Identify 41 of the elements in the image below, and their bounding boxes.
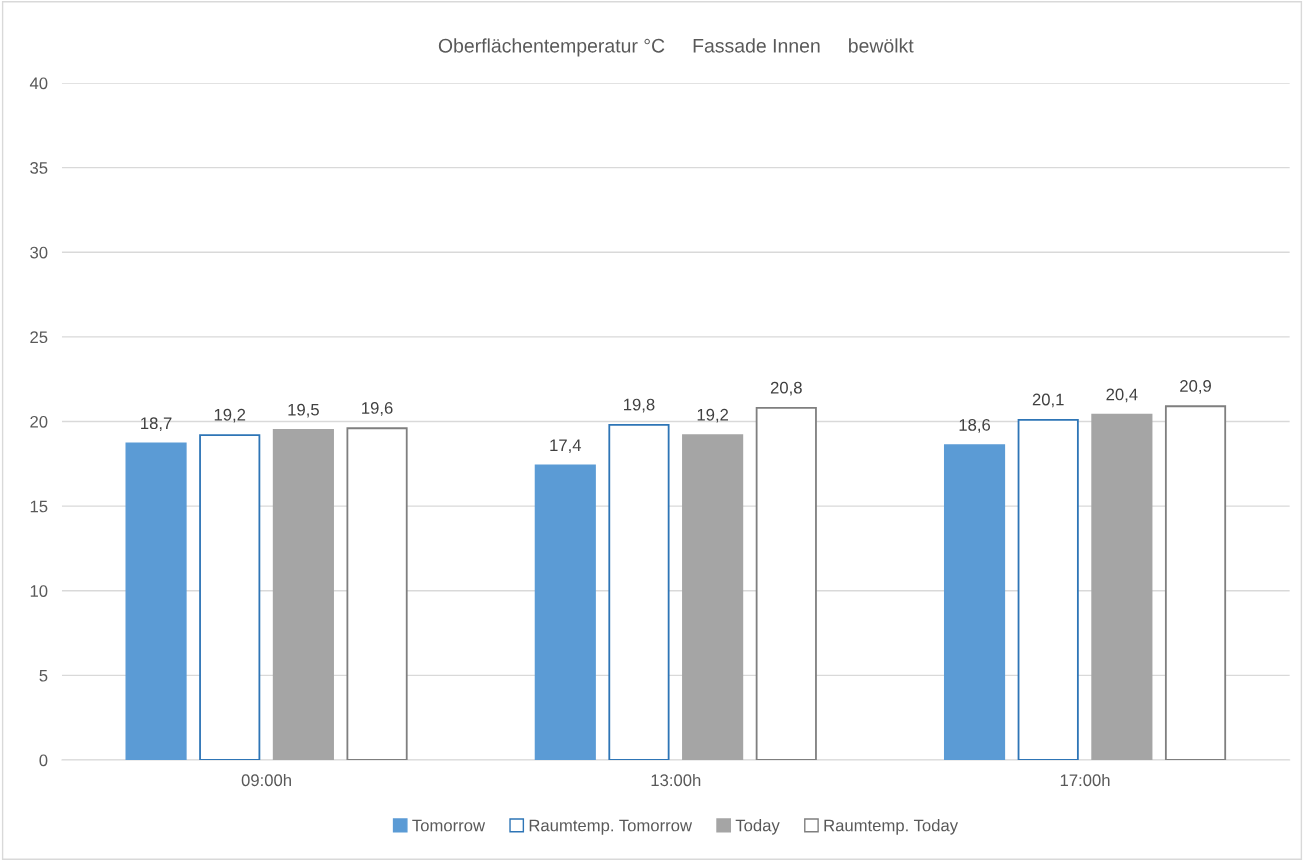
bar xyxy=(682,434,744,760)
data-label: 19,5 xyxy=(288,403,319,418)
legend-label: Raumtemp. Today xyxy=(824,819,959,835)
data-label: 20,1 xyxy=(1032,393,1064,408)
legend-label: Tomorrow xyxy=(412,819,486,832)
data-label: 19,2 xyxy=(214,408,246,423)
y-tick-label: 25 xyxy=(30,331,48,344)
chart-title: Oberflächentemperatur °C Fassade Innen bewölkt xyxy=(438,38,914,57)
x-tick-label: 17:00h xyxy=(1060,773,1110,787)
bar xyxy=(608,423,670,760)
bar xyxy=(943,444,1006,760)
bar xyxy=(1017,418,1079,760)
y-tick-label: 40 xyxy=(29,77,48,90)
data-label: 20,9 xyxy=(1180,380,1211,394)
y-tick-label: 20 xyxy=(30,415,48,428)
x-tick-label: 09:00h xyxy=(241,773,291,787)
legend-label: Today xyxy=(735,819,780,835)
data-label: 18,6 xyxy=(959,418,991,433)
bar xyxy=(272,429,334,760)
data-label: 20,8 xyxy=(770,381,802,396)
data-label: 17,4 xyxy=(550,439,582,454)
bar xyxy=(199,434,261,760)
legend-label: Raumtemp. Tomorrow xyxy=(529,819,693,835)
data-label: 19,8 xyxy=(624,398,655,413)
data-label: 20,4 xyxy=(1106,388,1138,403)
y-tick-label: 5 xyxy=(39,669,48,682)
bar xyxy=(125,442,187,760)
y-tick-label: 10 xyxy=(30,585,48,597)
x-tick-label: 13:00h xyxy=(651,773,701,787)
y-tick-label: 0 xyxy=(39,754,48,767)
data-label: 19,2 xyxy=(697,408,729,423)
bar xyxy=(1091,413,1153,760)
y-tick-label: 15 xyxy=(30,500,48,513)
y-tick-label: 35 xyxy=(30,162,48,174)
bar xyxy=(1164,405,1227,760)
data-label: 19,6 xyxy=(362,402,393,416)
bar xyxy=(755,407,817,760)
bar xyxy=(346,427,408,760)
y-tick-label: 30 xyxy=(30,246,48,259)
data-label: 18,7 xyxy=(141,417,172,432)
bar xyxy=(534,464,596,760)
